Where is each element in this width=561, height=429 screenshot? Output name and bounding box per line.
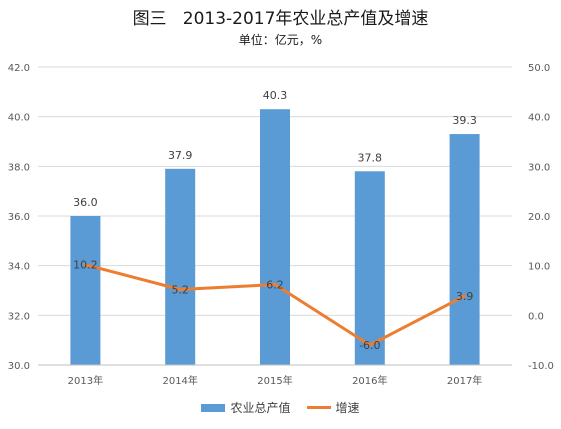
bar-data-label: 39.3	[452, 114, 477, 127]
y-right-tick-label: 50.0	[528, 63, 550, 74]
line-data-label: 3.9	[456, 290, 474, 303]
bar-data-label: 40.3	[263, 89, 288, 102]
data-labels: 36.0 37.9 40.3 37.8 39.3 10.2 5.2 6.2 -6.0 3.9	[73, 89, 477, 352]
line-point	[463, 294, 467, 298]
bar	[260, 109, 290, 365]
legend: 农业总产值 增速	[0, 399, 561, 416]
legend-label-bar: 农业总产值	[230, 401, 291, 415]
line-point	[83, 263, 87, 267]
line-data-label: -6.0	[359, 339, 380, 352]
bar	[354, 171, 385, 365]
y-right-tick-label: -10.0	[528, 361, 554, 372]
x-tick-label: 2017年	[447, 374, 482, 387]
chart-title: 图三 2013-2017年农业总产值及增速	[132, 9, 429, 29]
legend-swatch-bar	[201, 403, 226, 412]
line-data-label: 6.2	[266, 279, 284, 292]
y-right-tick-label: 10.0	[528, 262, 550, 273]
x-tick-label: 2013年	[68, 374, 103, 387]
x-tick-label: 2015年	[257, 374, 292, 387]
y-left-tick-label: 30.0	[8, 361, 30, 372]
bar-series	[70, 109, 480, 365]
y-left-tick-label: 36.0	[8, 212, 30, 223]
line-data-label: 10.2	[73, 259, 98, 272]
bar	[449, 134, 480, 365]
bar	[165, 168, 196, 365]
y-right-tick-label: 40.0	[528, 113, 550, 124]
y-left-tick-label: 40.0	[8, 113, 30, 124]
legend-swatch-line	[306, 406, 331, 409]
bar-data-label: 37.8	[358, 151, 383, 164]
y-left-tick-label: 32.0	[8, 311, 30, 322]
line-point	[273, 283, 277, 287]
y-right-tick-label: 20.0	[528, 212, 550, 223]
legend-item-bar: 农业总产值	[201, 399, 291, 416]
chart-subtitle: 单位：亿元，%	[238, 33, 323, 47]
y-left-tick-label: 34.0	[8, 262, 30, 273]
line-series	[83, 263, 467, 347]
line-data-label: 5.2	[171, 284, 189, 297]
bar-data-label: 36.0	[73, 196, 98, 209]
legend-item-line: 增速	[306, 399, 360, 416]
bar-data-label: 37.9	[168, 149, 193, 162]
y-left-tick-label: 42.0	[8, 63, 30, 74]
y-right-tick-label: 0.0	[528, 311, 544, 322]
line-point	[368, 343, 372, 347]
bar	[70, 216, 101, 365]
y-right-tick-label: 30.0	[528, 162, 550, 173]
x-tick-label: 2016年	[352, 374, 387, 387]
x-tick-label: 2014年	[162, 374, 197, 387]
y-left-tick-label: 38.0	[8, 162, 30, 173]
axes: 30.0 32.0 34.0 36.0 38.0 40.0 42.0 -10.0 0.0 10.0…	[8, 63, 554, 387]
legend-label-line: 增速	[335, 401, 360, 415]
line-point	[178, 288, 182, 292]
